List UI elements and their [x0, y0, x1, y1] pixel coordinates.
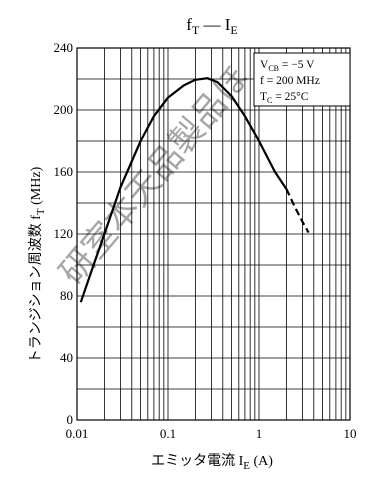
y-tick-label: 240	[54, 40, 74, 55]
grid-layer	[76, 47, 351, 421]
x-tick-label: 10	[344, 426, 357, 441]
y-tick-label: 160	[54, 164, 74, 179]
condition-text: f = 200 MHz	[260, 75, 320, 87]
conditions-box	[253, 52, 351, 107]
x-tick-label: 0.01	[66, 426, 89, 441]
curve-layer	[79, 77, 310, 303]
series-line-solid	[79, 77, 288, 303]
condition-text: VCB = −5 V	[260, 59, 315, 73]
conditions-legend: VCB = −5 V f = 200 MHz TC = 25°C	[260, 59, 320, 105]
y-tick-label: 40	[60, 350, 73, 365]
tick-labels: 0.01 0.1 1 10 0 40 80 120 160 200 240	[54, 40, 357, 441]
y-tick-label: 200	[54, 102, 74, 117]
x-axis-label: エミッタ電流 IE (A)	[151, 453, 273, 472]
x-tick-label: 1	[256, 426, 263, 441]
y-tick-label: 0	[67, 412, 74, 427]
plot-frame	[76, 47, 351, 421]
series-line-dashed	[285, 188, 310, 234]
x-tick-label: 0.1	[160, 426, 176, 441]
y-tick-label: 80	[60, 288, 73, 303]
y-tick-label: 120	[54, 226, 74, 241]
condition-text: TC = 25°C	[260, 91, 309, 105]
chart-title: fT — IE	[186, 15, 238, 37]
y-axis-label: トランジション周波数 fT (MHz)	[28, 166, 47, 363]
